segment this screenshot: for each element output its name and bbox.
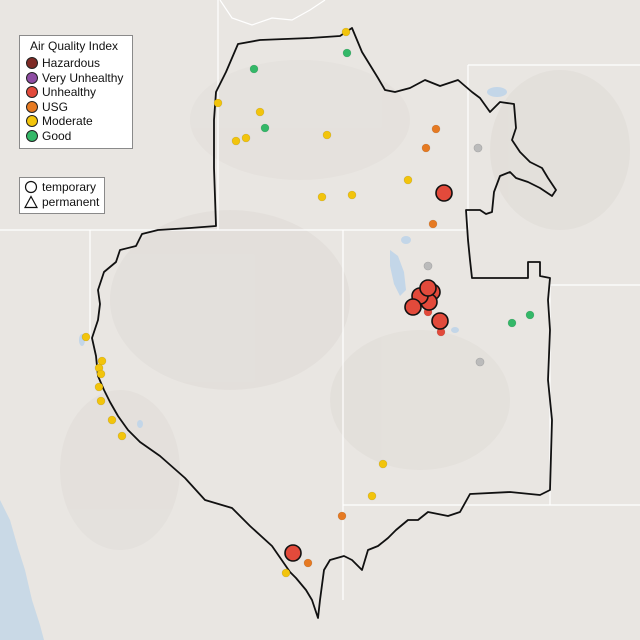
moderate-swatch (26, 115, 38, 128)
legend-item-hazardous: Hazardous (26, 56, 126, 71)
monitor-point[interactable] (421, 143, 431, 153)
triangle-icon (24, 194, 38, 208)
temporary-monitor[interactable] (419, 279, 437, 297)
region-boundary (91, 27, 557, 619)
monitor-point[interactable] (249, 64, 259, 74)
monitor-type-legend: temporary permanent (19, 177, 105, 214)
legend-item-unhealthy: Unhealthy (26, 85, 126, 100)
good-swatch (26, 129, 38, 142)
monitor-point[interactable] (473, 143, 483, 153)
legend-label: Good (42, 128, 72, 143)
temporary-monitor[interactable] (431, 312, 449, 330)
circle-icon (24, 181, 38, 194)
monitor-point[interactable] (260, 123, 270, 133)
monitor-point[interactable] (378, 459, 388, 469)
temporary-monitor[interactable] (435, 184, 453, 202)
legend-label: Unhealthy (42, 85, 97, 100)
legend-item-permanent: permanent (24, 195, 100, 210)
unhealthy-swatch (26, 86, 38, 99)
monitor-markers (81, 27, 535, 578)
monitor-point[interactable] (367, 491, 377, 501)
monitor-point[interactable] (213, 98, 223, 108)
aqi-legend: Air Quality Index Hazardous Very Unhealt… (19, 35, 133, 149)
monitor-point[interactable] (117, 431, 127, 441)
monitor-point[interactable] (96, 396, 106, 406)
legend-label: Hazardous (42, 56, 101, 71)
monitor-point[interactable] (94, 382, 104, 392)
legend-label: Very Unhealthy (42, 70, 124, 85)
terrain-shading (60, 60, 630, 550)
lakes (79, 87, 507, 428)
monitor-point[interactable] (337, 511, 347, 521)
legend-item-temporary: temporary (24, 180, 100, 195)
monitor-point[interactable] (255, 107, 265, 117)
hazardous-swatch (26, 57, 38, 70)
monitor-point[interactable] (303, 558, 313, 568)
monitor-point[interactable] (431, 124, 441, 134)
legend-title: Air Quality Index (30, 39, 119, 53)
monitor-point[interactable] (241, 133, 251, 143)
monitor-point[interactable] (423, 261, 433, 271)
monitor-point[interactable] (317, 192, 327, 202)
legend-label: temporary (42, 180, 97, 195)
very-unhealthy-swatch (26, 71, 38, 84)
monitor-point[interactable] (96, 369, 106, 379)
monitor-point[interactable] (347, 190, 357, 200)
legend-item-usg: USG (26, 100, 126, 115)
monitor-point[interactable] (322, 130, 332, 140)
monitor-point[interactable] (507, 318, 517, 328)
legend-item-moderate: Moderate (26, 114, 126, 129)
legend-item-very-unhealthy: Very Unhealthy (26, 71, 126, 86)
monitor-point[interactable] (281, 568, 291, 578)
legend-label: permanent (42, 194, 100, 209)
temporary-monitor[interactable] (404, 298, 422, 316)
monitor-point[interactable] (97, 356, 107, 366)
usg-swatch (26, 100, 38, 113)
monitor-point[interactable] (403, 175, 413, 185)
legend-label: USG (42, 99, 69, 114)
monitor-point[interactable] (341, 27, 351, 37)
monitor-point[interactable] (81, 332, 91, 342)
monitor-point[interactable] (107, 415, 117, 425)
legend-item-good: Good (26, 129, 126, 144)
legend-label: Moderate (42, 114, 93, 129)
monitor-point[interactable] (525, 310, 535, 320)
temporary-monitor[interactable] (284, 544, 302, 562)
monitor-point[interactable] (231, 136, 241, 146)
monitor-point[interactable] (342, 48, 352, 58)
ocean (0, 500, 44, 640)
monitor-point[interactable] (475, 357, 485, 367)
monitor-point[interactable] (428, 219, 438, 229)
